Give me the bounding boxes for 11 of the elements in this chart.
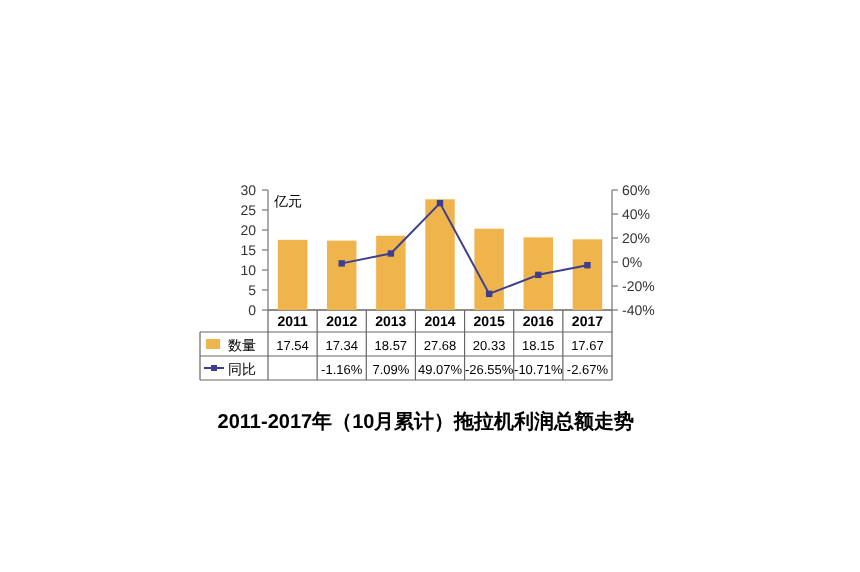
text: 2011-2017年（10月累计）拖拉机利润总额走势 [217, 410, 635, 434]
point [584, 262, 591, 269]
bar [572, 239, 603, 310]
bar [425, 199, 455, 310]
bar [523, 237, 554, 310]
bar [474, 228, 504, 310]
point [387, 250, 395, 257]
bar [277, 239, 308, 310]
bar [326, 240, 357, 310]
bar [376, 235, 406, 310]
point [338, 260, 345, 267]
